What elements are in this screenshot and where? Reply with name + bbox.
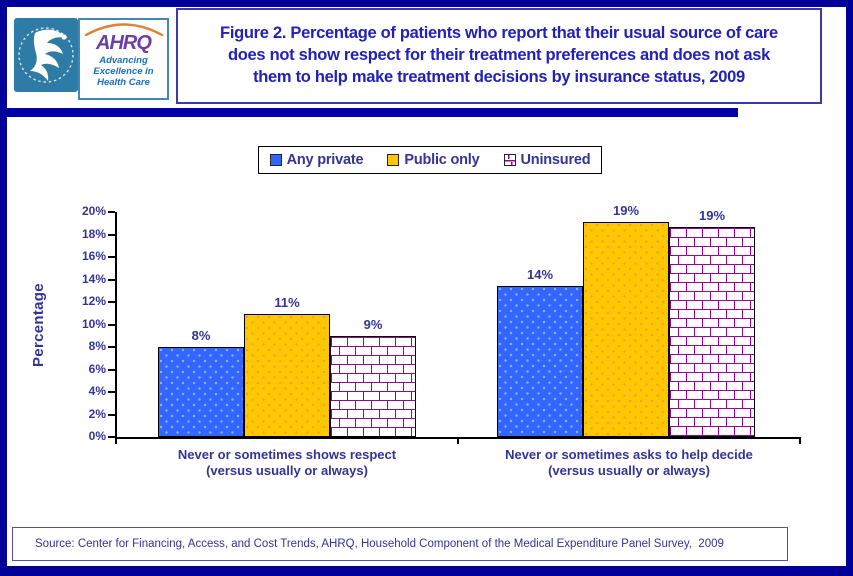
bar-any-private-group1 xyxy=(158,347,244,437)
legend-swatch-public-only-icon xyxy=(387,154,400,166)
y-tick-label: 18% xyxy=(81,226,106,241)
y-axis-title: Percentage xyxy=(30,283,47,367)
legend-label-uninsured: Uninsured xyxy=(520,152,591,168)
y-tick-label: 12% xyxy=(81,294,106,308)
bar-value-label-any-private-group1: 8% xyxy=(191,328,211,343)
category-label-line: (versus usually or always) xyxy=(548,463,710,478)
figure-title-line-3: them to help make treatment decisions by… xyxy=(253,67,745,86)
bar-value-label-any-private-group2: 14% xyxy=(526,267,554,282)
category-tick xyxy=(799,437,801,444)
y-tick-label: 10% xyxy=(81,316,106,331)
y-tick xyxy=(108,278,115,281)
figure-title-line-2: does not show respect for their treatmen… xyxy=(228,46,770,65)
y-tick-label: 2% xyxy=(88,406,106,421)
y-tick xyxy=(108,391,115,393)
ahrq-tagline-line: Health Care xyxy=(97,76,150,88)
figure-title-box: Figure 2. Percentage of patients who rep… xyxy=(176,8,822,104)
y-tick-label: 6% xyxy=(88,361,106,376)
y-tick xyxy=(108,346,115,348)
bar-uninsured-group1 xyxy=(330,336,416,437)
ahrq-tagline-line: Excellence in xyxy=(93,65,154,77)
y-tick xyxy=(108,233,115,236)
category-label-line: (versus usually or always) xyxy=(206,463,368,478)
bar-value-label-uninsured-group1: 9% xyxy=(363,317,383,332)
bar-public-only-group2 xyxy=(583,222,669,437)
y-tick xyxy=(108,301,115,303)
hhs-eagle-icon xyxy=(18,27,74,83)
legend-item-public-only: Public only xyxy=(387,152,480,168)
category-label-shows-respect: Never or sometimes shows respect (versus… xyxy=(127,447,447,479)
y-axis-line xyxy=(115,212,117,439)
legend-item-any-private: Any private xyxy=(269,152,364,168)
ahrq-tagline: Advancing Excellence in Health Care xyxy=(93,55,154,89)
bar-any-private-group2 xyxy=(497,286,583,437)
y-tick xyxy=(108,413,115,416)
hhs-logo xyxy=(14,18,78,92)
y-tick xyxy=(108,368,115,371)
bar-uninsured-group2 xyxy=(669,227,755,437)
category-tick xyxy=(457,437,459,444)
y-tick xyxy=(108,323,115,326)
y-tick xyxy=(108,256,115,258)
legend-swatch-uninsured-icon xyxy=(503,154,516,166)
y-tick-label: 8% xyxy=(88,339,106,353)
y-tick-label: 14% xyxy=(81,271,106,286)
y-tick xyxy=(108,436,115,438)
bar-value-label-uninsured-group2: 19% xyxy=(698,208,726,223)
ahrq-logo: AHRQ Advancing Excellence in Health Care xyxy=(78,18,169,100)
legend-label-public-only: Public only xyxy=(404,152,480,168)
ahrq-wordmark: AHRQ xyxy=(96,32,152,54)
legend-item-uninsured: Uninsured xyxy=(503,152,591,168)
source-box: Source: Center for Financing, Access, an… xyxy=(12,527,788,561)
legend-label-any-private: Any private xyxy=(286,152,364,168)
category-label-asks-to-help-decide: Never or sometimes asks to help decide (… xyxy=(469,447,789,479)
legend-swatch-any-private-icon xyxy=(269,154,282,166)
bar-value-label-public-only-group2: 19% xyxy=(612,203,640,218)
ahrq-arc-icon xyxy=(84,23,163,36)
header-divider-bar xyxy=(0,108,738,117)
y-tick-label: 4% xyxy=(88,384,106,398)
source-text: Source: Center for Financing, Access, an… xyxy=(35,538,724,550)
ahrq-tagline-line: Advancing xyxy=(99,55,148,66)
chart-legend: Any private Public only Uninsured xyxy=(258,146,602,174)
y-tick-label: 0% xyxy=(88,429,106,443)
y-tick xyxy=(108,211,115,213)
bar-public-only-group1 xyxy=(244,314,330,437)
figure-title-line-1: Figure 2. Percentage of patients who rep… xyxy=(220,24,778,43)
category-tick xyxy=(115,437,117,444)
category-label-line: Never or sometimes asks to help decide xyxy=(505,447,753,462)
bar-value-label-public-only-group1: 11% xyxy=(274,295,300,310)
y-tick-label: 16% xyxy=(81,249,106,263)
category-label-line: Never or sometimes shows respect xyxy=(177,447,397,462)
y-tick-label: 20% xyxy=(81,204,106,218)
